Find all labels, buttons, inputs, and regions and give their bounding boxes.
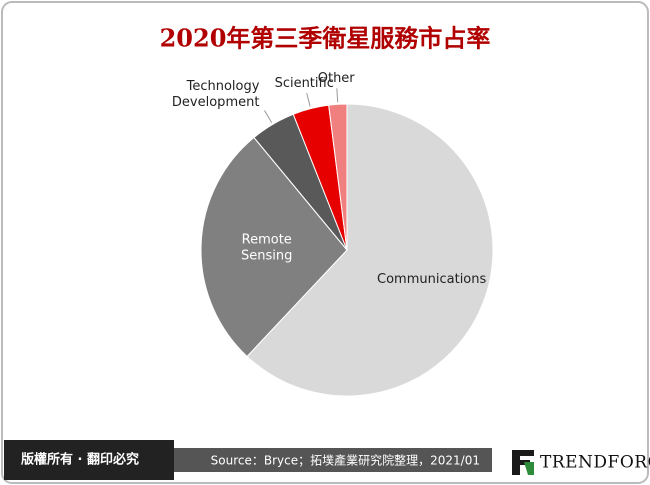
- slice-label: Scientific: [275, 76, 334, 91]
- pie-slice: [328, 103, 348, 251]
- source: Source：Bryce；拓墣產業研究院整理，2021/01: [211, 453, 480, 468]
- leader-line: [264, 110, 273, 123]
- leader-line: [306, 92, 311, 107]
- logo-icon: [512, 450, 534, 475]
- pie-slice: [200, 136, 348, 358]
- slice-label: Technology Development: [172, 78, 260, 109]
- rights-bar: [4, 440, 174, 480]
- logo: TrendForce: [540, 453, 650, 473]
- slice-label: Communications: [377, 272, 486, 287]
- leader-line: [336, 88, 339, 103]
- logo-icon-accent: [524, 462, 534, 475]
- slice-label: Remote Sensing: [241, 232, 292, 263]
- pie-slice: [246, 103, 494, 397]
- rights: 版權所有 · 翻印必究: [21, 452, 139, 468]
- slice-label: Other: [318, 71, 356, 86]
- source-bar: [174, 448, 492, 472]
- chart-title: 2020年第三季衛星服務市占率: [160, 24, 491, 53]
